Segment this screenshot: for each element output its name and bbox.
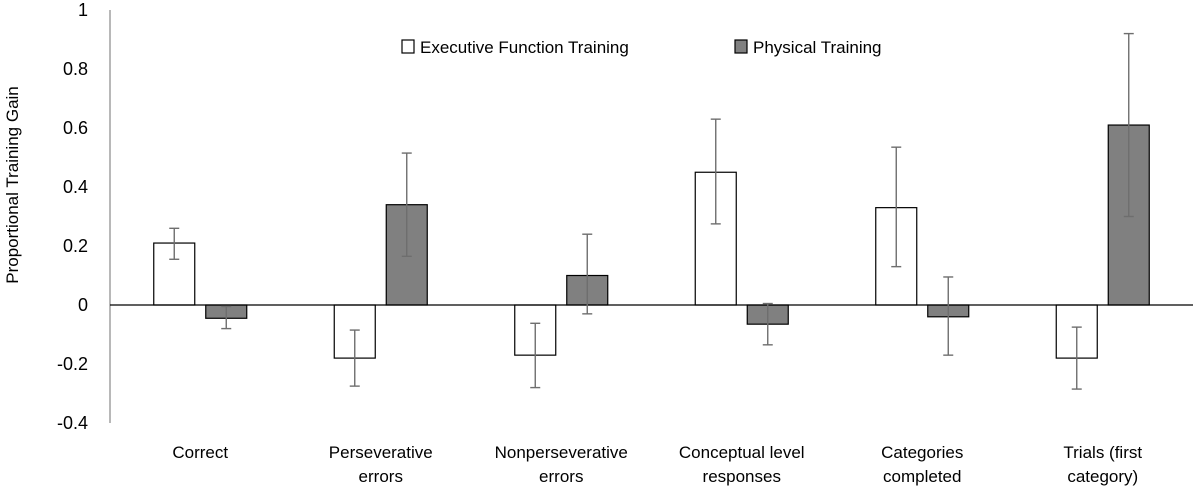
category-label: responses — [703, 467, 781, 486]
category-label: category) — [1067, 467, 1138, 486]
legend-swatch-executive-function-training — [401, 39, 415, 54]
category-label: Conceptual level — [679, 443, 805, 462]
y-tick-label: -0.4 — [57, 413, 88, 433]
y-tick-label: 0.4 — [63, 177, 88, 197]
y-tick-label: 0 — [78, 295, 88, 315]
category-label: completed — [883, 467, 961, 486]
legend: Executive Function Training Physical Trai… — [401, 38, 882, 57]
legend-label-executive-function-training: Executive Function Training — [420, 38, 629, 57]
y-tick-label: 0.6 — [63, 118, 88, 138]
category-labels: Correct Perseverative errors Nonperseverati… — [172, 443, 1142, 486]
legend-swatch-physical-training — [734, 39, 748, 54]
bars — [153, 124, 1150, 359]
y-tick-label: 1 — [78, 0, 88, 20]
category-label: Nonperseverative — [495, 443, 628, 462]
y-axis-label: Proportional Training Gain — [3, 86, 22, 284]
y-tick-label: 0.8 — [63, 59, 88, 79]
category-label: Perseverative — [329, 443, 433, 462]
legend-label-physical-training: Physical Training — [753, 38, 882, 57]
y-tick-label: -0.2 — [57, 354, 88, 374]
y-tick-label: 0.2 — [63, 236, 88, 256]
category-label: errors — [359, 467, 403, 486]
category-label: Correct — [172, 443, 228, 462]
category-label: Categories — [881, 443, 963, 462]
category-label: errors — [539, 467, 583, 486]
error-bars — [169, 32, 1134, 390]
y-axis: 1 0.8 0.6 0.4 0.2 0 -0.2 -0.4 — [57, 0, 111, 433]
category-label: Trials (first — [1063, 443, 1142, 462]
